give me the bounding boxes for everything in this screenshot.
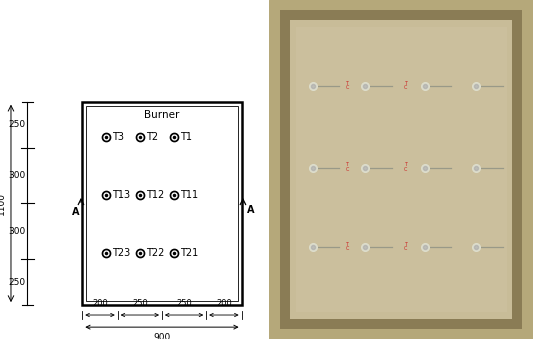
Bar — [82, 102, 241, 305]
Text: A: A — [247, 205, 255, 215]
Text: T
C: T C — [345, 81, 349, 90]
Bar — [295, 27, 506, 312]
Text: T
C: T C — [403, 162, 407, 172]
Text: Burner: Burner — [144, 110, 180, 120]
Text: T21: T21 — [180, 247, 199, 258]
Text: 250: 250 — [8, 278, 25, 286]
Text: 200: 200 — [216, 299, 232, 308]
Text: T1: T1 — [180, 132, 192, 142]
Text: A: A — [72, 207, 79, 217]
Text: 200: 200 — [92, 299, 108, 308]
Text: 300: 300 — [8, 227, 25, 236]
Text: T
C: T C — [403, 81, 407, 90]
Text: T
C: T C — [403, 242, 407, 251]
Text: T11: T11 — [180, 190, 198, 200]
Text: 250: 250 — [8, 120, 25, 129]
Text: T13: T13 — [112, 190, 130, 200]
Text: 300: 300 — [8, 171, 25, 180]
Text: 250: 250 — [176, 299, 192, 308]
Text: T
C: T C — [345, 162, 349, 172]
Text: T12: T12 — [146, 190, 164, 200]
Text: T22: T22 — [146, 247, 164, 258]
Text: T
C: T C — [345, 242, 349, 251]
Text: 900: 900 — [154, 333, 171, 339]
Text: T3: T3 — [112, 132, 124, 142]
Bar — [290, 20, 512, 319]
Text: T2: T2 — [146, 132, 158, 142]
Text: 1100: 1100 — [0, 192, 6, 215]
Bar — [86, 106, 238, 301]
Text: 250: 250 — [132, 299, 148, 308]
Text: T23: T23 — [112, 247, 130, 258]
